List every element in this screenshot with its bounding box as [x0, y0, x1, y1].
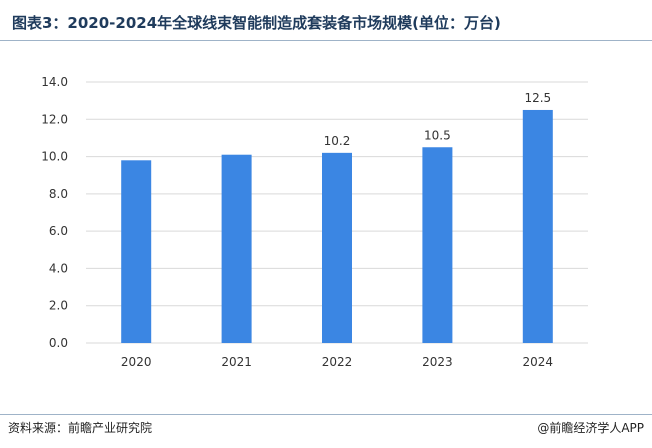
bar-2023 — [422, 147, 453, 343]
x-tick-label: 2022 — [322, 355, 353, 369]
x-tick-label: 2021 — [221, 355, 252, 369]
data-label-2023: 10.5 — [424, 128, 451, 142]
chart-title: 图表3：2020-2024年全球线束智能制造成套装备市场规模(单位：万台) — [12, 14, 501, 32]
y-tick-label: 10.0 — [41, 150, 68, 164]
data-label-2024: 12.5 — [524, 91, 551, 105]
bars — [121, 109, 553, 343]
y-tick-label: 6.0 — [49, 224, 68, 238]
title-divider — [0, 40, 652, 41]
y-axis-ticks: 0.0 2.0 4.0 6.0 8.0 10.0 12.0 14.0 — [41, 75, 68, 350]
x-tick-label: 2023 — [422, 355, 453, 369]
y-tick-label: 0.0 — [49, 336, 68, 350]
source-note: 资料来源：前瞻产业研究院 — [8, 421, 153, 435]
bar-2024 — [522, 109, 553, 343]
x-tick-label: 2020 — [121, 355, 152, 369]
bar-2020 — [121, 160, 152, 343]
bar-2022 — [322, 152, 352, 343]
brand-note: @前瞻经济学人APP — [537, 421, 644, 435]
y-tick-label: 2.0 — [49, 299, 68, 313]
x-axis-ticks: 2020 2021 2022 2023 2024 — [121, 355, 553, 369]
bar-2021 — [221, 154, 252, 343]
y-tick-label: 12.0 — [41, 112, 68, 126]
data-label-2022: 10.2 — [324, 134, 351, 148]
footer-divider — [0, 414, 652, 415]
y-tick-label: 8.0 — [49, 187, 68, 201]
x-tick-label: 2024 — [523, 355, 554, 369]
y-tick-label: 14.0 — [41, 75, 68, 89]
y-tick-label: 4.0 — [49, 261, 68, 275]
data-labels: 10.2 10.5 12.5 — [324, 91, 552, 148]
